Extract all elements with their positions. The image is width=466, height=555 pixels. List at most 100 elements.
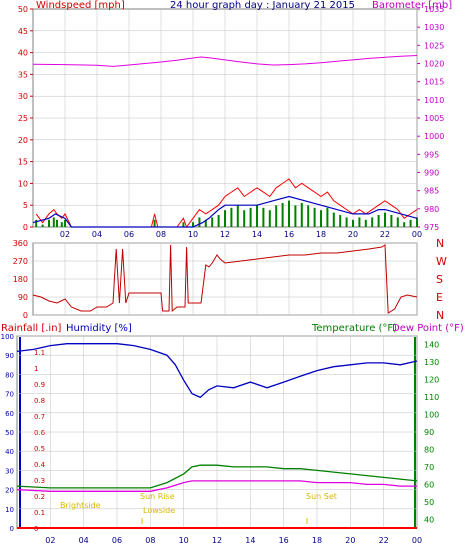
wind-hour-label: 10 — [188, 230, 198, 239]
rainfall-tick-label: 0.8 — [34, 397, 45, 405]
barometer-tick-label: 990 — [424, 169, 439, 178]
humidity-hour-label: 18 — [312, 536, 322, 545]
direction-ticks: 360 270 180 90 0 — [13, 239, 28, 320]
sunrise-label: Sun Rise — [140, 492, 175, 501]
windspeed-tick-label: 35 — [18, 70, 28, 79]
windspeed-tick-label: 50 — [18, 5, 28, 14]
humidity-tick-label: 0 — [10, 525, 14, 533]
humidity-hour-label: 08 — [145, 536, 155, 545]
wind-hour-label: 08 — [156, 230, 166, 239]
humidity-hour-label: 14 — [245, 536, 255, 545]
temperature-tick-label: 40 — [424, 515, 434, 524]
rainfall-tick-label: 0.6 — [34, 429, 46, 437]
humidity-hour-label: 06 — [112, 536, 122, 545]
rainfall-axis-label: Rainfall [.in] — [1, 323, 62, 334]
humidity-tick-label: 10 — [5, 506, 14, 514]
barometer-tick-label: 995 — [424, 150, 439, 159]
rainfall-tick-label: 0.5 — [34, 445, 45, 453]
direction-tick-label: 0 — [23, 311, 28, 320]
wind-hour-label: 04 — [92, 230, 102, 239]
temperature-tick-label: 80 — [424, 445, 434, 454]
wind-hour-label: 14 — [252, 230, 262, 239]
humidity-tick-label: 100 — [1, 333, 14, 341]
wind-hour-label: 22 — [380, 230, 390, 239]
temperature-tick-label: 70 — [424, 463, 434, 472]
barometer-tick-label: 1025 — [424, 41, 444, 50]
windspeed-tick-label: 15 — [18, 158, 28, 167]
windspeed-tick-label: 45 — [18, 27, 28, 36]
windspeed-tick-label: 10 — [18, 179, 28, 188]
humidity-hour-label: 12 — [212, 536, 222, 545]
wind-hour-label: 20 — [348, 230, 358, 239]
barometer-tick-label: 1030 — [424, 23, 444, 32]
humidity-hour-label: 00 — [412, 536, 422, 545]
compass-label: E — [436, 291, 443, 304]
windspeed-tick-label: 5 — [23, 201, 28, 210]
average-wind-line — [32, 195, 418, 228]
direction-tick-label: 270 — [13, 257, 28, 266]
windspeed-tick-label: 30 — [18, 92, 28, 101]
windspeed-tick-label: 25 — [18, 114, 28, 123]
direction-tick-label: 90 — [18, 293, 28, 302]
humidity-tick-label: 40 — [5, 448, 14, 456]
windspeed-tick-label: 0 — [23, 223, 28, 232]
barometer-tick-label: 1010 — [424, 96, 444, 105]
wind-hour-label: 16 — [284, 230, 294, 239]
wind-hour-label: 06 — [124, 230, 134, 239]
wind-grid — [33, 9, 418, 227]
humidity-hour-label: 04 — [79, 536, 89, 545]
humidity-line — [16, 343, 418, 399]
compass-label: N — [436, 309, 444, 322]
barometer-tick-label: 975 — [424, 223, 439, 232]
humidity-tick-label: 90 — [5, 352, 14, 360]
humidity-axis-label: Humidity [%] — [66, 323, 132, 334]
temperature-tick-label: 60 — [424, 480, 434, 489]
humidity-tick-label: 60 — [5, 410, 14, 418]
wind-hour-label: 18 — [316, 230, 326, 239]
barometer-tick-label: 985 — [424, 187, 439, 196]
barometer-axis-label: Barometer [mb] — [372, 0, 452, 11]
temperature-tick-label: 90 — [424, 428, 434, 437]
wind-hour-label: 02 — [60, 230, 70, 239]
barometer-tick-label: 980 — [424, 205, 439, 214]
temperature-tick-label: 140 — [424, 341, 439, 350]
wind-direction-line — [32, 244, 418, 314]
humidity-hour-label: 16 — [279, 536, 289, 545]
wind-barometer-panel: Windspeed [mph] 24 hour graph day : Janu… — [18, 0, 452, 239]
direction-series — [32, 244, 418, 314]
windspeed-tick-label: 40 — [18, 49, 28, 58]
humidity-tick-label: 50 — [5, 429, 14, 437]
humidity-series — [16, 343, 418, 529]
rainfall-tick-label: 0.7 — [34, 413, 45, 421]
dewpoint-axis-label: Dew Point (°F) — [392, 323, 464, 334]
humidity-grid — [17, 335, 418, 529]
humidity-hour-label: 20 — [345, 536, 355, 545]
humidity-tick-label: 20 — [5, 487, 14, 495]
temperature-tick-label: 130 — [424, 358, 439, 367]
rainfall-tick-label: 0.9 — [34, 381, 45, 389]
lowside-label: Lowside — [143, 506, 175, 515]
wind-series — [32, 55, 418, 229]
temperature-tick-label: 50 — [424, 498, 434, 507]
direction-grid — [33, 242, 418, 316]
direction-tick-label: 360 — [13, 239, 28, 248]
compass-label: W — [436, 255, 447, 268]
temperature-axis-label: Temperature (°F) — [311, 323, 397, 334]
compass-label: S — [436, 273, 443, 286]
humidity-hour-label: 22 — [379, 536, 389, 545]
compass-label: N — [436, 237, 444, 250]
dewpoint-line — [16, 480, 417, 492]
direction-tick-label: 180 — [13, 275, 28, 284]
temperature-ticks: 140 130 120 110 100 90 80 70 60 50 40 — [424, 341, 439, 525]
rainfall-tick-label: 1 — [34, 365, 38, 373]
barometer-tick-label: 1015 — [424, 78, 444, 87]
barometer-tick-label: 1020 — [424, 60, 444, 69]
rainfall-tick-label: 1.1 — [34, 349, 45, 357]
temperature-tick-label: 110 — [424, 393, 439, 402]
humidity-hour-label: 10 — [179, 536, 189, 545]
sun-markers: Brightside Sun Rise Lowside Sun Set — [60, 492, 337, 524]
